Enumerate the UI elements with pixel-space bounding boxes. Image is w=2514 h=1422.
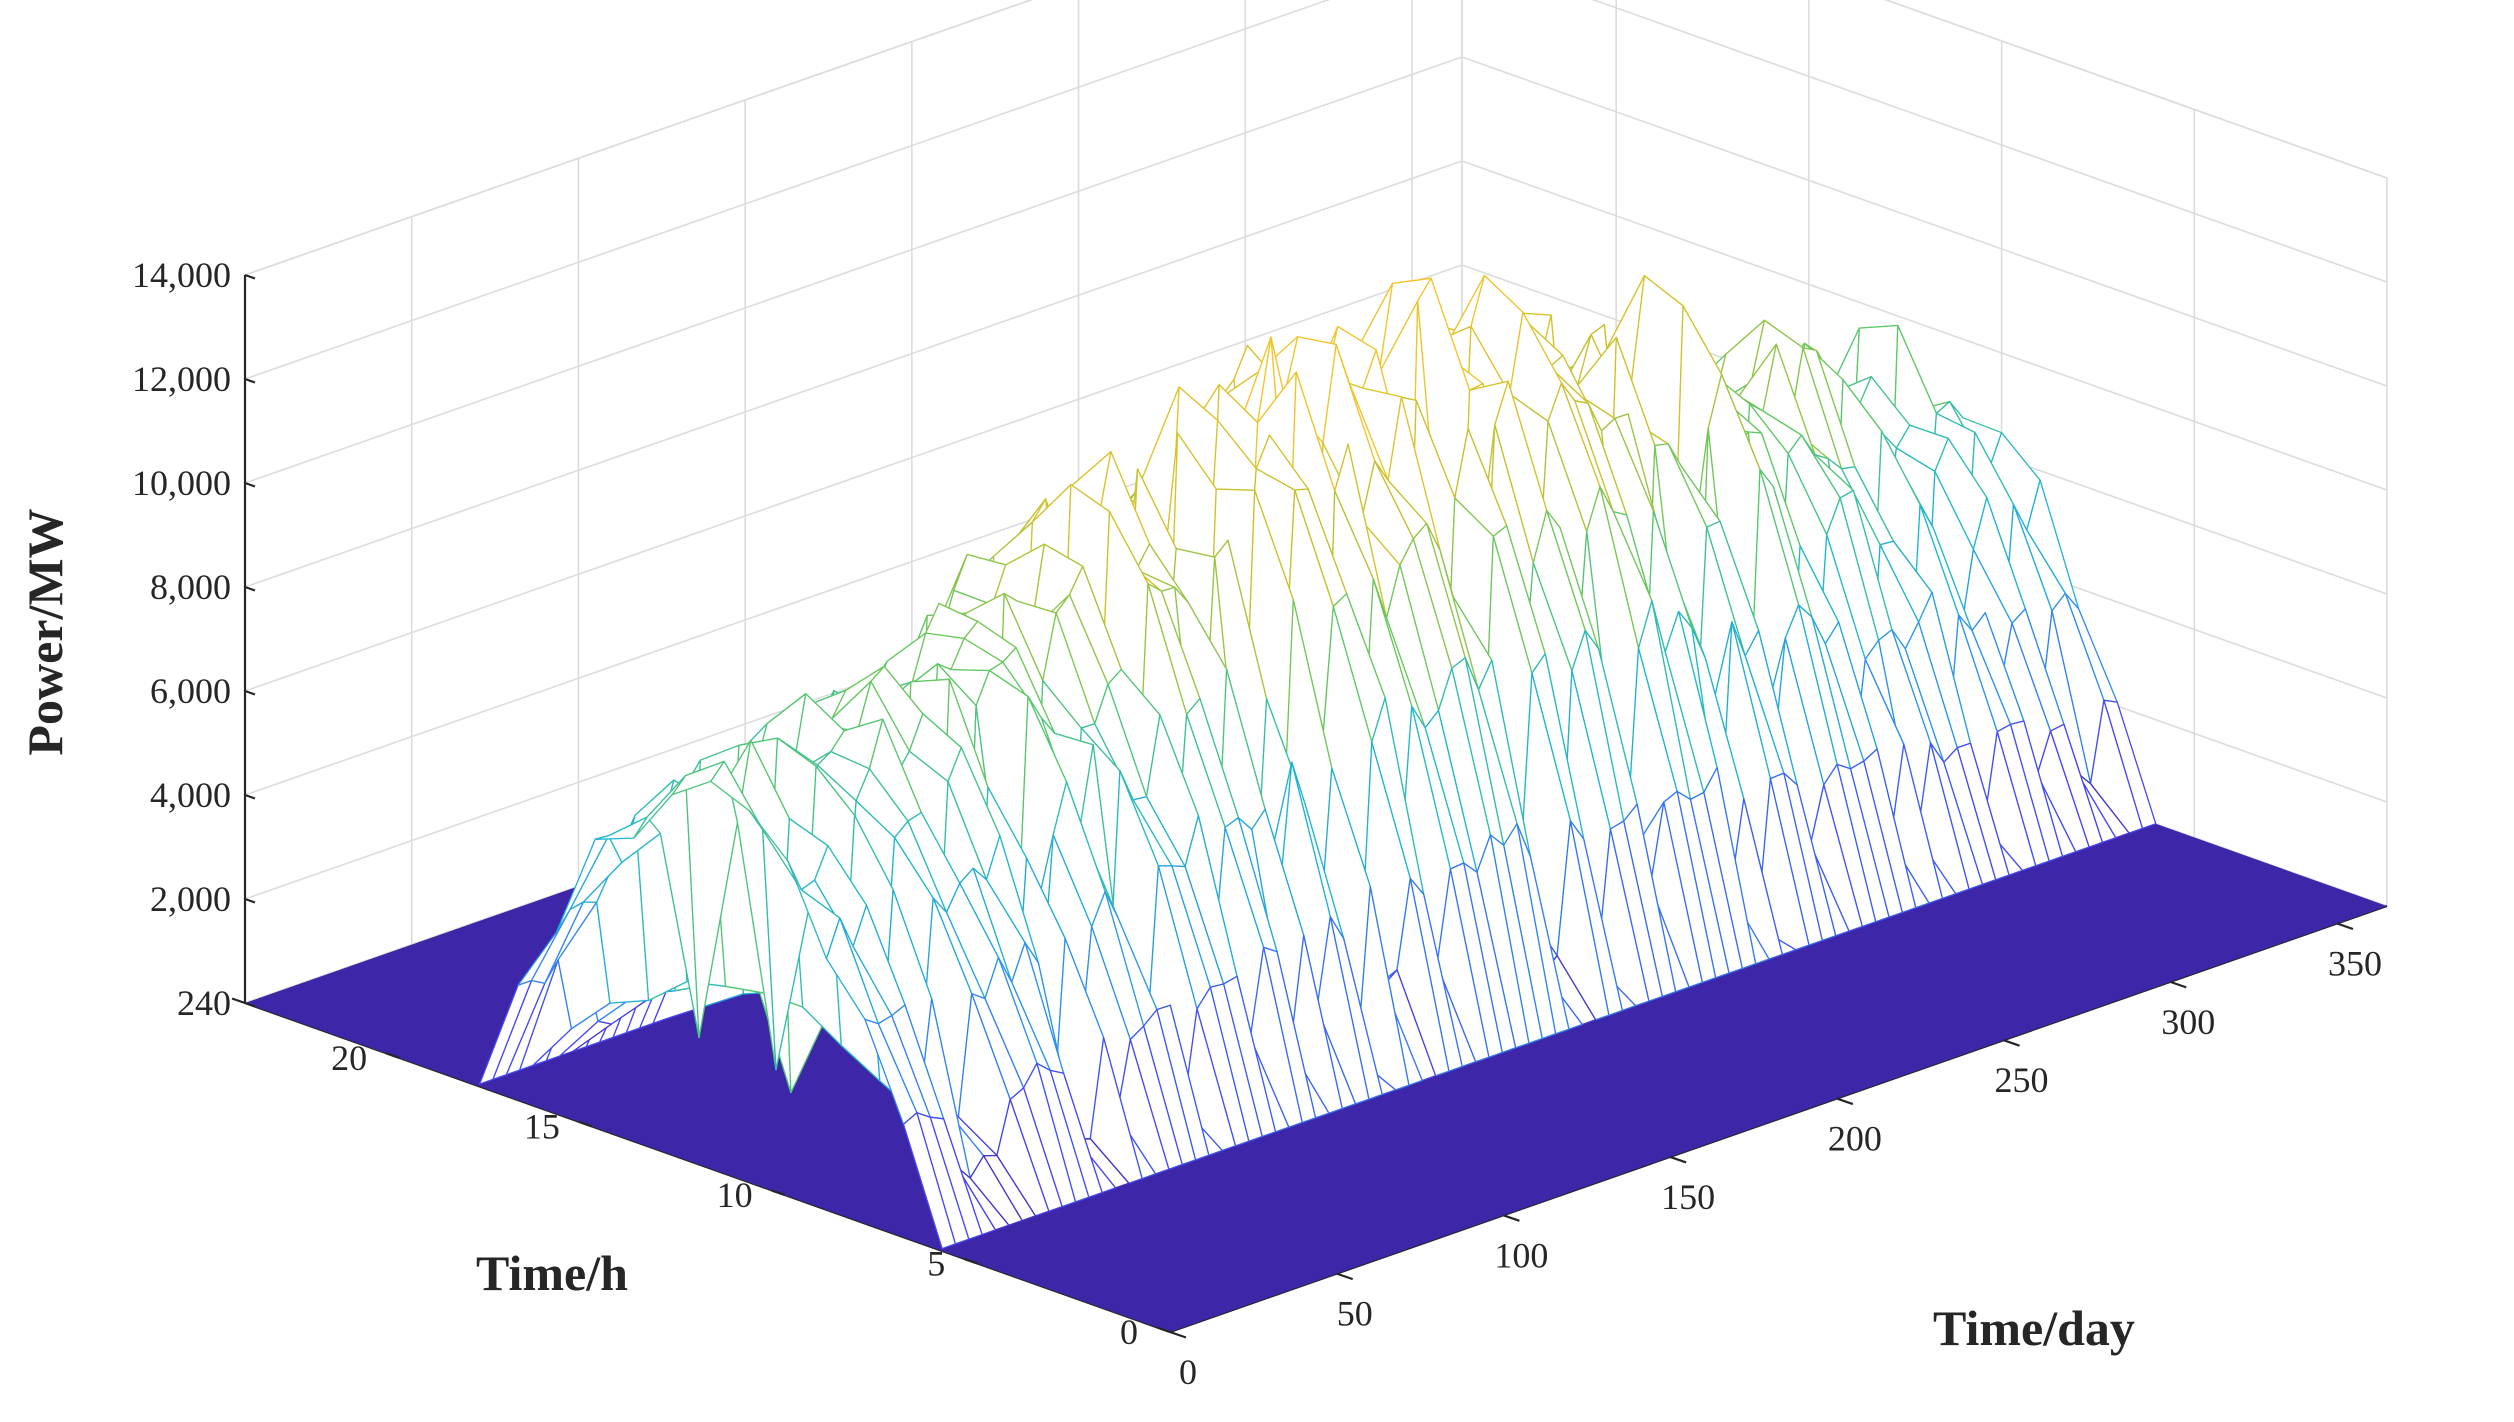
x-tick-mark — [1669, 1155, 1687, 1164]
z-tick-mark — [244, 689, 256, 696]
z-tick-label: 12,000 — [132, 359, 231, 399]
y-tick-mark — [231, 997, 246, 1005]
z-tick-mark — [244, 481, 256, 488]
z-tick-mark — [244, 377, 256, 384]
x-tick-label: 100 — [1494, 1235, 1548, 1275]
grid-line-z-side — [1591, 0, 2388, 283]
z-tick-mark — [244, 1001, 256, 1008]
x-tick-mark — [2003, 1039, 2020, 1047]
x-tick-label: 50 — [1337, 1294, 1373, 1334]
y-tick-label: 5 — [927, 1243, 945, 1283]
y-tick-label: 20 — [331, 1038, 367, 1078]
z-tick-label: 0 — [213, 983, 231, 1023]
x-tick-label: 150 — [1661, 1177, 1715, 1217]
z-tick-label: 8,000 — [150, 567, 231, 607]
z-tick-label: 2,000 — [150, 879, 231, 919]
x-tick-mark — [1169, 1330, 1187, 1339]
grid-line-z-back — [244, 0, 1034, 276]
x-tick-mark — [2169, 980, 2187, 989]
y-tick-mark — [385, 1052, 400, 1059]
y-axis-label: Time/h — [476, 1245, 628, 1301]
z-tick-label: 6,000 — [150, 671, 231, 711]
x-tick-mark — [1836, 1097, 1854, 1106]
x-tick-mark — [1336, 1272, 1354, 1281]
x-tick-label: 350 — [2328, 944, 2382, 984]
box-top-back — [244, 0, 1034, 276]
z-tick-mark — [244, 897, 256, 904]
y-tick-mark — [578, 1120, 593, 1128]
z-tick-label: 14,000 — [132, 255, 231, 295]
grid-line-z-side — [1884, 0, 2388, 179]
x-axis-label: Time/day — [1933, 1300, 2135, 1356]
z-tick-mark — [244, 793, 256, 800]
x-tick-label: 300 — [2161, 1002, 2215, 1042]
box-top-side — [1884, 0, 2388, 179]
z-tick-label: 10,000 — [132, 463, 231, 503]
tick-labels: 0 2,000 4,000 6,000 8,000 10,000 12,000 14,000 0… — [132, 255, 2382, 1392]
grid-line-z-back — [244, 56, 1463, 484]
y-tick-mark — [771, 1189, 785, 1196]
grid-line-z-back — [244, 264, 1463, 692]
x-tick-label: 200 — [1828, 1119, 1882, 1159]
x-tick-mark — [2336, 922, 2354, 931]
z-tick-mark — [244, 585, 256, 592]
y-tick-label: 15 — [524, 1106, 560, 1146]
surface-cell — [902, 1112, 957, 1250]
z-tick-mark — [244, 273, 256, 280]
grid-line-z-back — [244, 0, 1331, 380]
y-tick-label: 10 — [717, 1175, 753, 1215]
y-tick-label: 0 — [1120, 1312, 1138, 1352]
z-axis-label: Power/MW — [17, 508, 73, 755]
x-tick-label: 0 — [1179, 1352, 1197, 1392]
y-tick-mark — [1156, 1326, 1171, 1334]
x-tick-mark — [1503, 1214, 1520, 1222]
surface-mesh — [478, 274, 2157, 1250]
y-tick-label: 24 — [177, 983, 213, 1023]
grid-line-z-back — [244, 160, 1463, 588]
y-tick-mark — [963, 1257, 978, 1265]
z-tick-label: 4,000 — [150, 775, 231, 815]
x-tick-label: 250 — [1995, 1060, 2049, 1100]
